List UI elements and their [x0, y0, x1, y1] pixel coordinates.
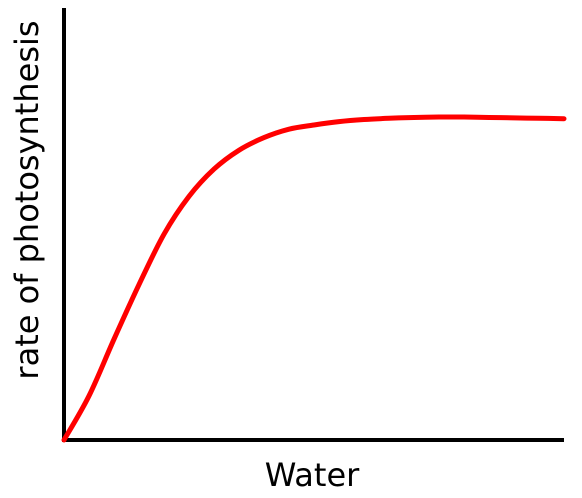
y-axis-label: rate of photosynthesis [8, 20, 46, 379]
x-axis-label: Water [265, 456, 360, 494]
series-layer [61, 114, 567, 443]
series-line-0 [61, 114, 567, 443]
axes [62, 8, 564, 442]
